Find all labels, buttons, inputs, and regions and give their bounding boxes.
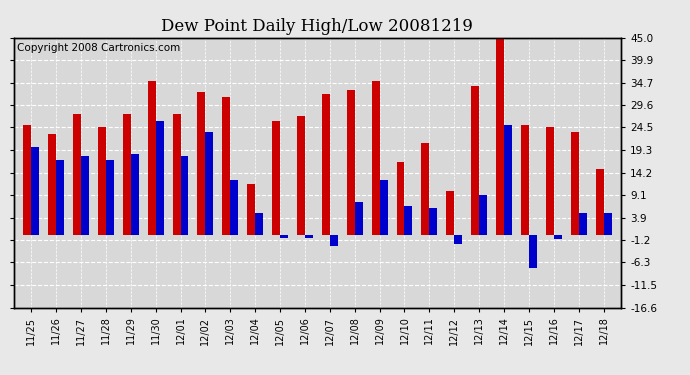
Bar (305, 235, 313, 238)
Bar (404, 206, 413, 235)
Bar (604, 213, 611, 235)
Bar (148, 81, 156, 235)
Bar (48, 134, 56, 235)
Bar (496, 38, 504, 235)
Bar (81, 156, 89, 235)
Bar (156, 121, 164, 235)
Bar (322, 94, 330, 235)
Bar (422, 143, 429, 235)
Bar (98, 128, 106, 235)
Bar (521, 125, 529, 235)
Bar (355, 202, 363, 235)
Bar (272, 121, 280, 235)
Bar (504, 125, 512, 235)
Bar (397, 162, 404, 235)
Bar (330, 235, 338, 246)
Title: Dew Point Daily High/Low 20081219: Dew Point Daily High/Low 20081219 (161, 18, 473, 34)
Bar (247, 184, 255, 235)
Bar (554, 235, 562, 239)
Bar (380, 180, 388, 235)
Bar (56, 160, 64, 235)
Bar (579, 213, 586, 235)
Bar (347, 90, 355, 235)
Bar (131, 154, 139, 235)
Bar (454, 235, 462, 243)
Bar (280, 235, 288, 238)
Bar (255, 213, 263, 235)
Bar (172, 114, 181, 235)
Bar (123, 114, 131, 235)
Bar (197, 92, 206, 235)
Bar (546, 128, 554, 235)
Bar (206, 132, 213, 235)
Bar (429, 209, 437, 235)
Bar (31, 147, 39, 235)
Bar (479, 195, 487, 235)
Bar (471, 86, 479, 235)
Bar (23, 125, 31, 235)
Bar (595, 169, 604, 235)
Bar (529, 235, 537, 268)
Bar (222, 97, 230, 235)
Bar (181, 156, 188, 235)
Bar (571, 132, 579, 235)
Text: Copyright 2008 Cartronics.com: Copyright 2008 Cartronics.com (17, 43, 180, 53)
Bar (297, 116, 305, 235)
Bar (106, 160, 114, 235)
Bar (446, 191, 454, 235)
Bar (73, 114, 81, 235)
Bar (372, 81, 380, 235)
Bar (230, 180, 238, 235)
